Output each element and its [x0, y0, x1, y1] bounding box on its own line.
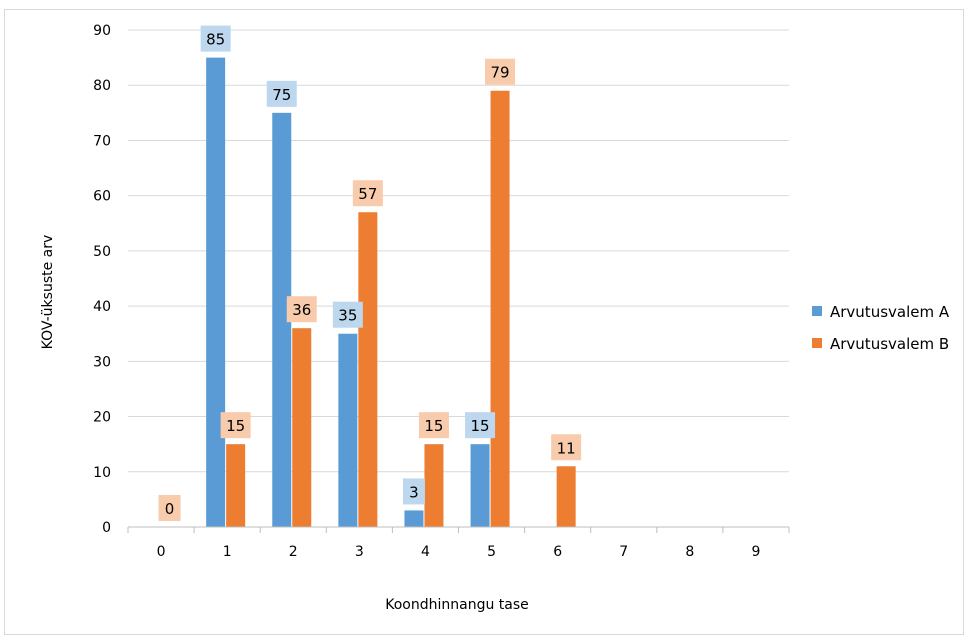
data-label: 75	[272, 86, 291, 104]
x-tick-label: 3	[355, 544, 364, 560]
data-label: 3	[409, 483, 419, 501]
data-label-box	[200, 25, 231, 52]
data-labels: 85 75 35 3 15 0 15 36 57 15 79 11	[158, 25, 582, 521]
y-tick-label: 40	[93, 299, 111, 315]
x-tick-label: 5	[487, 544, 496, 560]
x-tick-label: 4	[421, 544, 430, 560]
legend: Arvutusvalem A Arvutusvalem B	[812, 303, 950, 353]
legend-swatch	[812, 306, 822, 316]
x-tick-label: 9	[751, 544, 760, 560]
x-tick-label: 1	[223, 544, 232, 560]
bar	[338, 333, 358, 527]
data-label: 36	[292, 301, 311, 319]
data-label-box	[418, 412, 449, 439]
bar	[272, 112, 292, 527]
data-label: 35	[338, 307, 357, 325]
bar	[358, 212, 378, 527]
y-tick-label: 0	[102, 520, 111, 536]
data-label-box	[352, 180, 383, 207]
x-tick-label: 7	[619, 544, 628, 560]
y-axis-title: KOV-üksuste arv	[40, 235, 56, 350]
legend-swatch	[812, 338, 822, 348]
bar	[490, 90, 510, 527]
y-tick-label: 90	[93, 23, 111, 39]
x-tick-label: 8	[685, 544, 694, 560]
x-tick-label: 6	[553, 544, 562, 560]
data-label-box	[465, 412, 496, 439]
data-label-box	[220, 412, 251, 439]
data-label: 11	[557, 439, 576, 457]
data-label: 15	[226, 417, 245, 435]
bar	[226, 444, 246, 527]
bar	[292, 328, 312, 527]
data-label-box	[402, 478, 425, 505]
bar	[424, 444, 444, 527]
data-label: 85	[206, 31, 225, 49]
chart-frame	[4, 9, 964, 635]
legend-label: Arvutusvalem A	[830, 303, 950, 321]
data-label: 15	[471, 417, 490, 435]
data-label-box	[266, 80, 297, 107]
x-tick-label: 2	[289, 544, 298, 560]
bar	[404, 510, 424, 527]
x-axis-title: Koondhinnangu tase	[385, 597, 529, 613]
y-tick-label: 20	[93, 410, 111, 426]
data-label-box	[158, 495, 181, 521]
y-tick-label: 50	[93, 244, 111, 260]
bars	[206, 57, 576, 527]
y-tick-label: 30	[93, 354, 111, 370]
y-tick-label: 70	[93, 133, 111, 149]
data-label: 0	[165, 500, 175, 518]
legend-label: Arvutusvalem B	[830, 335, 949, 353]
y-tick-label: 10	[93, 465, 111, 481]
bar	[470, 444, 490, 527]
data-label-box	[332, 301, 363, 328]
data-label: 79	[491, 64, 510, 82]
gridlines	[128, 29, 789, 473]
data-label: 57	[358, 185, 377, 203]
bar	[206, 57, 226, 527]
bar	[556, 466, 576, 527]
x-tick-label: 0	[157, 544, 166, 560]
data-label-box	[551, 434, 582, 461]
data-label-box	[485, 58, 516, 85]
y-tick-label: 80	[93, 78, 111, 94]
y-tick-label: 60	[93, 189, 111, 205]
data-label-box	[286, 296, 317, 323]
data-label: 15	[424, 417, 443, 435]
